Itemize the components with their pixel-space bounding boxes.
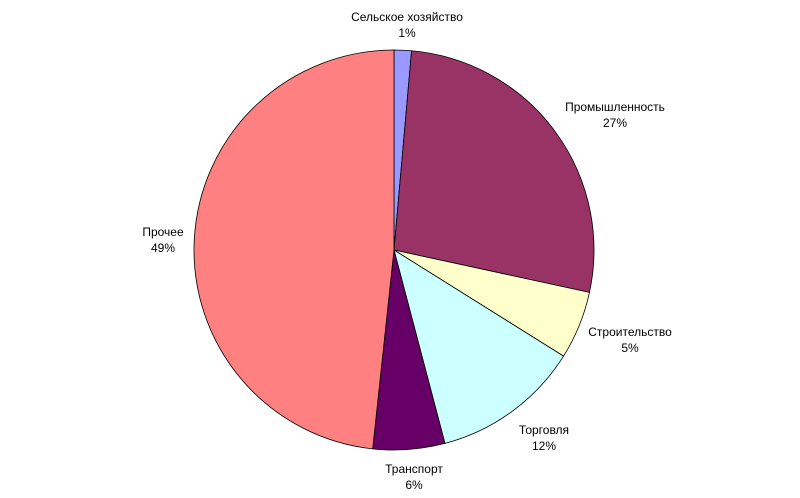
pie-slice-3 bbox=[393, 249, 564, 444]
label-construction: Строительство 5% bbox=[588, 324, 672, 356]
label-trade-pct: 12% bbox=[531, 439, 557, 453]
label-agriculture: Сельское хозяйство 1% bbox=[351, 9, 463, 41]
label-trade-name: Торговля bbox=[518, 423, 570, 437]
pie-slice-5 bbox=[193, 49, 395, 450]
label-transport-pct: 6% bbox=[405, 478, 423, 492]
label-agriculture-name: Сельское хозяйство bbox=[351, 10, 463, 24]
label-construction-name: Строительство bbox=[588, 325, 672, 339]
label-construction-pct: 5% bbox=[621, 341, 639, 355]
label-other-name: Прочее bbox=[142, 225, 184, 239]
label-transport: Транспорт 6% bbox=[385, 461, 443, 493]
label-agriculture-pct: 1% bbox=[398, 26, 416, 40]
label-other-pct: 49% bbox=[150, 241, 176, 255]
label-industry-pct: 27% bbox=[602, 116, 628, 130]
label-industry-name: Промышленность bbox=[565, 100, 665, 114]
label-transport-name: Транспорт bbox=[385, 462, 443, 476]
pie-slice-1 bbox=[393, 50, 595, 293]
label-trade: Торговля 12% bbox=[519, 422, 569, 454]
label-other: Прочее 49% bbox=[142, 224, 183, 256]
label-industry: Промышленность 27% bbox=[565, 99, 665, 131]
